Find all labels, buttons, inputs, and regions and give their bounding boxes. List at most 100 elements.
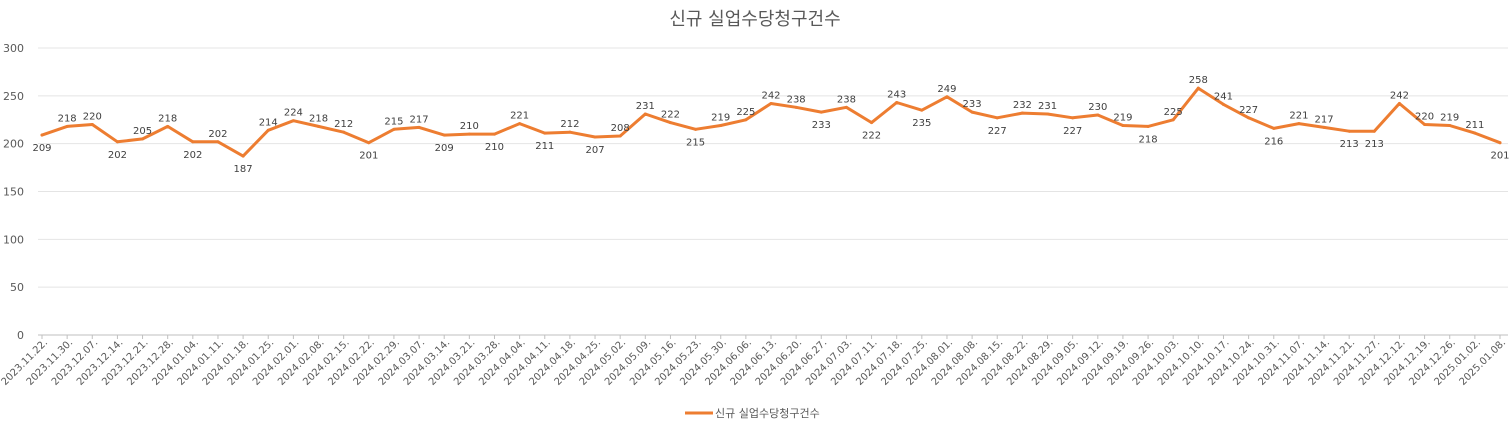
data-label: 222 [661,110,680,121]
data-point [1297,122,1301,126]
data-point [895,101,899,105]
data-point [769,101,773,105]
chart-title: 신규 실업수당청구건수 [669,9,841,30]
data-point [1322,125,1326,129]
data-label: 231 [1038,101,1057,112]
legend-label: 신규 실업수당청구건수 [715,407,820,420]
legend: 신규 실업수당청구건수 [685,407,820,420]
data-point [1171,118,1175,122]
data-point [90,123,94,127]
data-point [719,123,723,127]
data-label: 219 [1113,112,1132,123]
data-point [115,140,119,144]
data-point [618,134,622,138]
data-label: 232 [1013,100,1032,111]
data-point [1096,113,1100,117]
data-point [492,132,496,136]
data-point [1071,116,1075,120]
data-point [694,127,698,131]
data-point [794,105,798,109]
data-point [819,110,823,114]
data-point [191,140,195,144]
data-point [291,119,295,123]
data-label: 238 [837,94,856,105]
data-point [643,112,647,116]
data-label: 241 [1214,91,1233,102]
data-label: 225 [736,107,755,118]
data-label: 218 [1139,134,1158,145]
data-point [995,116,999,120]
data-point [367,141,371,145]
data-label: 235 [912,118,931,129]
data-point [1020,111,1024,115]
data-point [1221,102,1225,106]
data-label: 233 [963,99,982,110]
data-label: 231 [636,101,655,112]
y-tick-label: 50 [10,281,24,294]
data-point [844,105,848,109]
data-point [1448,123,1452,127]
data-label: 202 [108,150,127,161]
data-point [216,140,220,144]
data-point [1347,129,1351,133]
data-point [266,128,270,132]
data-point [568,130,572,134]
data-label: 205 [133,126,152,137]
x-axis: 2023.11.22.2023.11.30.2023.12.07.2023.12… [0,335,1508,388]
data-labels: 209 218 220 202 205 218 202 202 187 214 224 218 212 2… [32,75,1509,175]
data-point [467,132,471,136]
data-point [40,133,44,137]
data-label: 212 [334,119,353,130]
data-label: 222 [862,131,881,142]
data-label: 220 [83,112,102,123]
data-label: 227 [988,126,1007,137]
data-point [141,137,145,141]
data-label: 202 [183,150,202,161]
data-point [870,121,874,125]
y-tick-label: 250 [3,90,24,103]
data-point [593,135,597,139]
data-label: 216 [1264,136,1283,147]
y-tick-label: 150 [3,186,24,199]
data-label: 214 [259,117,278,128]
data-point [945,95,949,99]
data-label: 215 [384,116,403,127]
data-point [543,131,547,135]
data-label: 218 [58,113,77,124]
data-label: 219 [711,112,730,123]
data-label: 187 [234,164,253,175]
data-label: 220 [1415,112,1434,123]
series-lines [40,86,1502,158]
data-point [920,108,924,112]
data-point [166,124,170,128]
data-label: 210 [485,142,504,153]
data-point [1196,86,1200,90]
data-label: 207 [585,145,604,156]
data-label: 209 [32,143,51,154]
y-tick-label: 200 [3,138,24,151]
data-point [1146,124,1150,128]
data-point [1498,141,1502,145]
data-label: 242 [1390,90,1409,101]
data-label: 243 [887,90,906,101]
data-point [317,124,321,128]
y-tick-label: 300 [3,42,24,55]
data-label: 209 [435,143,454,154]
data-label: 227 [1239,105,1258,116]
data-label: 219 [1440,112,1459,123]
data-label: 238 [787,94,806,105]
data-label: 249 [937,84,956,95]
data-label: 227 [1063,126,1082,137]
data-point [417,125,421,129]
data-label: 218 [309,113,328,124]
data-label: 213 [1365,139,1384,150]
data-point [342,130,346,134]
data-point [442,133,446,137]
data-label: 212 [560,119,579,130]
data-point [1397,101,1401,105]
data-point [1121,123,1125,127]
data-label: 242 [761,90,780,101]
data-point [744,118,748,122]
